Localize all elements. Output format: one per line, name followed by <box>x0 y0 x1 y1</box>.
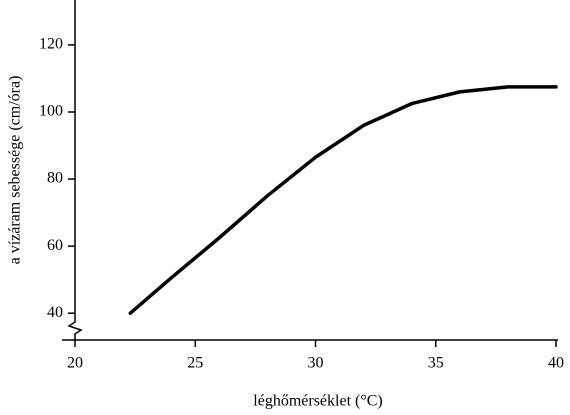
data-line <box>128 85 558 315</box>
y-tick-label: 60 <box>47 237 63 254</box>
y-tick-label: 120 <box>39 36 63 53</box>
x-tick-label: 30 <box>308 355 324 372</box>
y-tick-label: 40 <box>47 304 63 321</box>
y-axis-title: a vízáram sebessége (cm/óra) <box>7 76 24 265</box>
x-tick-label: 20 <box>67 355 83 372</box>
x-tick-label: 40 <box>548 355 564 372</box>
y-tick-label: 80 <box>47 170 63 187</box>
y-tick-label: 100 <box>39 103 63 120</box>
x-tick-label: 25 <box>187 355 203 372</box>
y-axis <box>67 0 83 340</box>
x-tick-label: 35 <box>428 355 444 372</box>
x-axis-title: léghőmérséklet (°C) <box>253 393 382 410</box>
